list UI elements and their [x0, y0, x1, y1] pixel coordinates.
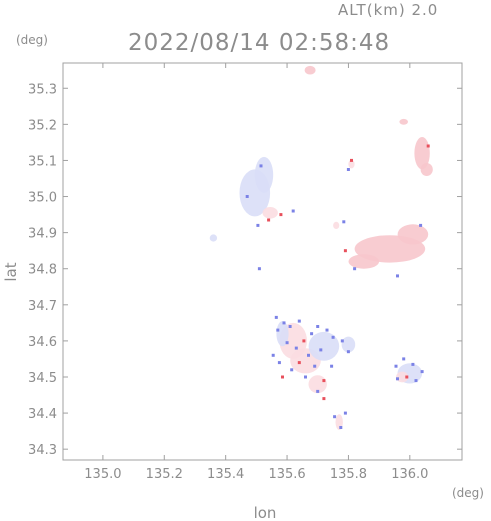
- y-tick-label: 35.3: [28, 82, 57, 97]
- echo-cell-22: [302, 339, 306, 343]
- echo-cell-25: [325, 328, 329, 332]
- echo-cell-50: [271, 353, 275, 357]
- y-tick-label: 34.6: [28, 335, 57, 350]
- echo-cell-15: [274, 315, 278, 319]
- echo-cell-46: [420, 370, 424, 374]
- echo-cell-3: [256, 223, 260, 227]
- echo-cell-7: [346, 168, 350, 171]
- echo-cell-43: [394, 364, 398, 368]
- echo-cell-42: [343, 411, 347, 415]
- y-axis-label: lat: [2, 262, 20, 281]
- echo-region-mid-cell-2: [333, 221, 340, 229]
- echo-cell-44: [402, 357, 406, 361]
- echo-cell-45: [411, 362, 415, 366]
- echo-cell-5: [291, 209, 295, 213]
- x-axis-label: lon: [254, 504, 277, 521]
- x-ticks: 135.0 135.2 135.4 135.6 135.8 136.0: [84, 63, 428, 482]
- echo-cell-2: [267, 218, 271, 222]
- echo-layer: [209, 65, 433, 430]
- echo-cell-6: [350, 158, 353, 162]
- echo-cell-23: [310, 332, 314, 336]
- plot-frame: [62, 62, 463, 461]
- echo-cell-34: [304, 375, 307, 379]
- echo-cell-4: [279, 213, 283, 217]
- echo-region-mid-cell-1: [348, 159, 355, 169]
- echo-cell-1: [245, 195, 249, 198]
- echo-cell-10: [353, 267, 357, 271]
- echo-cell-36: [322, 379, 326, 383]
- echo-cell-29: [319, 348, 323, 352]
- echo-region-east-pink-strip: [414, 137, 430, 170]
- echo-region-north-small-pink: [399, 118, 409, 125]
- echo-region-west-blue-dot: [209, 234, 218, 242]
- x-tick-label: 135.4: [207, 467, 244, 482]
- echo-cell-48: [396, 377, 399, 381]
- echo-cell-0: [259, 164, 263, 168]
- echo-region-southeast-cluster-2: [396, 371, 409, 383]
- echo-cell-17: [288, 325, 292, 328]
- echo-cell-16: [282, 321, 286, 325]
- x-tick-label: 135.8: [330, 467, 367, 482]
- echo-cell-27: [340, 339, 344, 343]
- echo-cell-30: [307, 353, 310, 357]
- echo-cell-24: [316, 325, 320, 328]
- echo-region-south-cluster-e: [341, 336, 356, 353]
- y-tick-label: 34.5: [28, 371, 57, 386]
- echo-region-main-pink-band-3: [348, 254, 380, 269]
- echo-cell-9: [343, 249, 347, 253]
- echo-region-central-blue-cloud-2: [254, 156, 274, 193]
- echo-cell-19: [276, 328, 280, 332]
- y-tick-label: 35.0: [28, 191, 57, 206]
- echo-region-south-cluster-f: [276, 321, 289, 347]
- echo-cell-35: [313, 364, 317, 368]
- echo-cell-40: [333, 415, 337, 419]
- echo-cell-41: [339, 426, 343, 429]
- echo-cell-18: [297, 319, 301, 323]
- y-ticks: 34.3 34.4 34.5 34.6 34.7 34.8 34.9 35.0 35.1 35.2…: [28, 82, 462, 458]
- echo-cell-47: [405, 375, 409, 379]
- echo-cell-28: [346, 350, 350, 354]
- echo-region-south-cluster-d: [308, 375, 327, 394]
- chart-title: 2022/08/14 02:58:48: [128, 30, 390, 56]
- echo-region-east-pink-strip-2: [420, 163, 433, 176]
- y-tick-label: 34.7: [28, 299, 57, 314]
- x-tick-label: 135.2: [146, 467, 183, 482]
- echo-region-south-cluster-c: [308, 331, 340, 361]
- echo-cell-13: [419, 223, 423, 227]
- echo-region-main-pink-band-2: [397, 224, 429, 245]
- echo-cell-21: [294, 346, 298, 350]
- echo-cell-39: [322, 397, 326, 401]
- echo-cell-11: [396, 274, 399, 278]
- echo-cell-31: [297, 361, 301, 365]
- y-tick-label: 34.3: [28, 443, 57, 458]
- y-tick-label: 35.1: [28, 154, 57, 169]
- echo-cell-51: [277, 361, 281, 365]
- y-axis-unit: (deg): [16, 33, 48, 47]
- y-tick-label: 35.2: [28, 118, 57, 133]
- echo-cell-49: [414, 379, 418, 383]
- y-tick-label: 34.9: [28, 227, 57, 242]
- altitude-label: ALT(km) 2.0: [338, 1, 438, 19]
- echo-cell-33: [281, 375, 284, 379]
- echo-cell-37: [330, 364, 334, 368]
- echo-region-north-top-blob: [304, 65, 316, 75]
- x-tick-label: 135.6: [268, 467, 305, 482]
- echo-cell-38: [316, 389, 320, 393]
- echo-cell-26: [331, 335, 335, 339]
- x-axis-unit: (deg): [452, 486, 484, 500]
- echo-cell-14: [257, 267, 261, 271]
- echo-region-central-pink-patch: [262, 207, 278, 219]
- echo-cell-20: [285, 341, 289, 345]
- echo-cell-32: [290, 368, 294, 372]
- echo-cell-12: [426, 144, 430, 148]
- x-tick-label: 135.0: [84, 467, 121, 482]
- y-tick-label: 34.4: [28, 407, 57, 422]
- y-tick-label: 34.8: [28, 263, 57, 278]
- x-tick-label: 136.0: [391, 467, 428, 482]
- echo-cell-8: [342, 220, 346, 224]
